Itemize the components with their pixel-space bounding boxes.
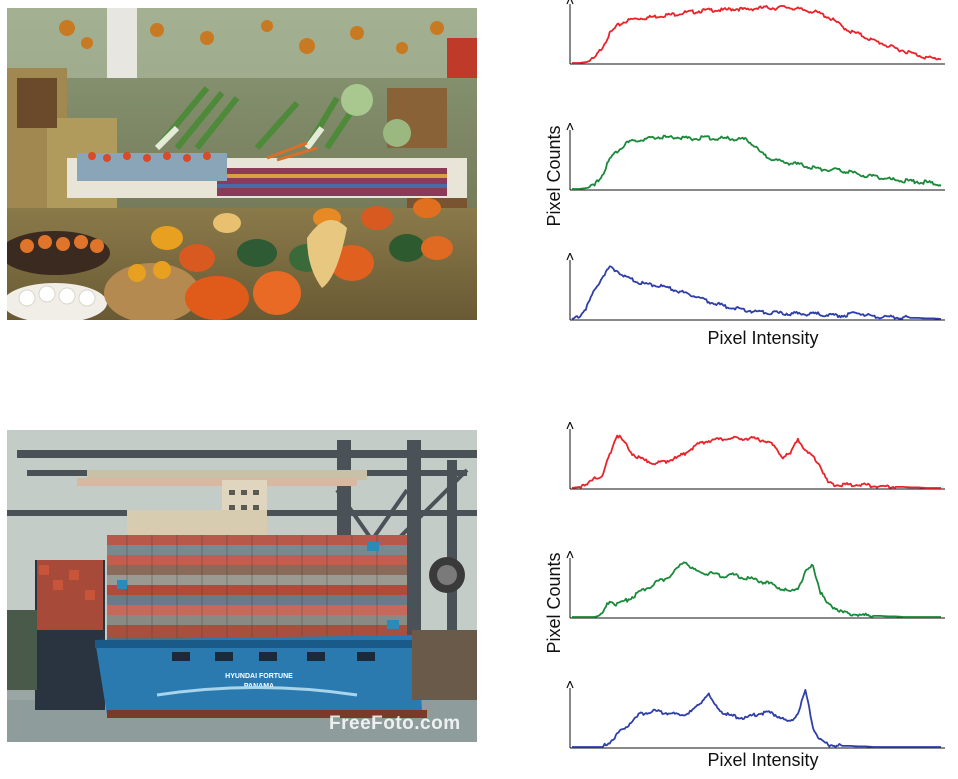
- market-produce-image: [7, 8, 477, 320]
- watermark-text: FreeFoto.com: [329, 713, 461, 734]
- photo-market-produce: [7, 8, 477, 320]
- x-axis-label: Pixel Intensity: [707, 750, 818, 770]
- ship-name: HYUNDAI FORTUNE: [225, 673, 293, 680]
- y-axis-label: Pixel Counts: [544, 125, 564, 226]
- y-axis-label: Pixel Counts: [544, 552, 564, 653]
- histogram-series-line: [572, 5, 942, 64]
- histogram-series-line: [572, 134, 942, 190]
- x-axis-label: Pixel Intensity: [707, 328, 818, 348]
- photo-container-ship: HYUNDAI FORTUNE PANAMA FreeFoto.com: [7, 430, 477, 742]
- histogram-series-line: [572, 561, 941, 618]
- histogram-series-line: [572, 689, 941, 748]
- container-ship-image: HYUNDAI FORTUNE PANAMA: [7, 430, 477, 742]
- histogram-series-line: [571, 265, 942, 320]
- histogram-series-line: [571, 434, 941, 489]
